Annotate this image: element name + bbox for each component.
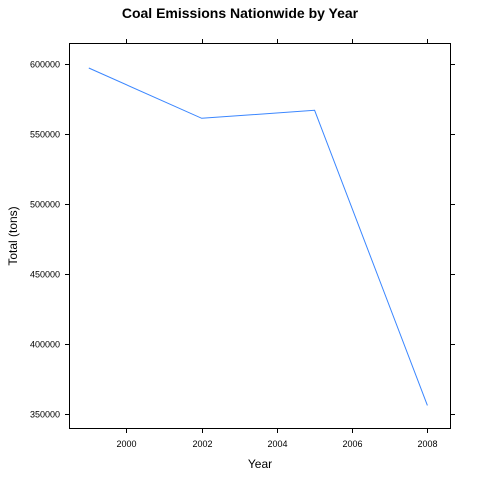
series-line bbox=[88, 67, 428, 406]
y-tick-label: 600000 bbox=[30, 60, 60, 70]
chart-title: Coal Emissions Nationwide by Year bbox=[122, 5, 359, 21]
y-axis-label: Total (tons) bbox=[6, 206, 20, 265]
x-axis-label: Year bbox=[248, 457, 272, 471]
y-tick-label: 400000 bbox=[30, 340, 60, 350]
y-tick-label: 450000 bbox=[30, 270, 60, 280]
x-tick-label: 2008 bbox=[417, 439, 437, 449]
x-tick-label: 2000 bbox=[116, 439, 136, 449]
axis-ticks bbox=[65, 39, 455, 433]
y-tick-label: 350000 bbox=[30, 410, 60, 420]
x-tick-label: 2006 bbox=[342, 439, 362, 449]
y-tick-label: 550000 bbox=[30, 130, 60, 140]
tick-labels: 2000 2002 2004 2006 2008 350000 400000 450000 50… bbox=[30, 60, 438, 450]
y-tick-label: 500000 bbox=[30, 200, 60, 210]
plot-frame bbox=[69, 43, 451, 429]
x-tick-label: 2004 bbox=[267, 439, 287, 449]
x-tick-label: 2002 bbox=[192, 439, 212, 449]
